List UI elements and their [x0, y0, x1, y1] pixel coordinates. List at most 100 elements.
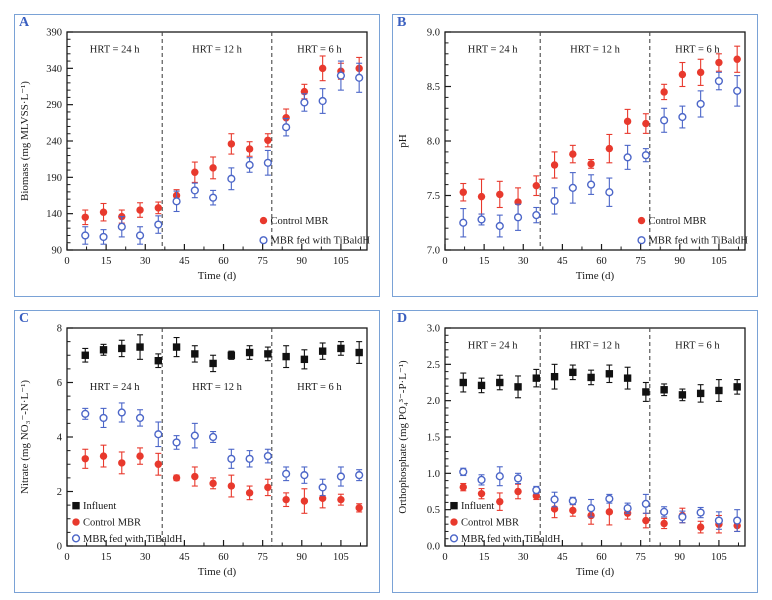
series-mbr-fed-with-tibaldh — [81, 402, 364, 497]
legend: Control MBR MBR fed with TiBaldH — [637, 216, 749, 247]
y-tick-label: 3.0 — [427, 324, 440, 335]
x-axis-title: Time (d) — [198, 566, 237, 578]
y-tick-label: 4 — [57, 433, 63, 444]
legend: Influent Control MBR MBR fed with TiBaldH — [449, 501, 561, 545]
x-tick-label: 15 — [479, 552, 490, 563]
panel-nitrate: C 0 15 30 45 60 75 90 105 0 2 4 6 8 HRT = 24 h HRT = 1… — [14, 310, 380, 593]
hrt-region-label: HRT = 24 h — [468, 44, 518, 55]
x-tick-label: 45 — [179, 256, 190, 267]
panel-ph: B 0 15 30 45 60 75 90 105 7.0 7.5 8.0 8.5 9.0 HRT = 2… — [392, 14, 758, 297]
y-tick-label: 240 — [46, 137, 62, 148]
x-tick-label: 45 — [179, 552, 190, 563]
x-axis-title: Time (d) — [198, 270, 237, 282]
y-tick-label: 2 — [57, 487, 62, 498]
y-tick-label: 1.5 — [427, 433, 440, 444]
x-tick-label: 90 — [675, 552, 686, 563]
x-tick-label: 60 — [596, 256, 607, 267]
ph-chart: 0 15 30 45 60 75 90 105 7.0 7.5 8.0 8.5 9.0 HRT = 24 … — [397, 28, 749, 283]
legend: Influent Control MBR MBR fed with TiBaldH — [71, 501, 183, 545]
series-influent — [459, 363, 741, 403]
y-tick-label: 0 — [57, 542, 62, 553]
hrt-region-label: HRT = 24 h — [468, 340, 518, 351]
x-tick-label: 30 — [140, 256, 151, 267]
x-tick-label: 105 — [333, 256, 349, 267]
y-axis-title: Nitrate (mg NO₃⁻-N·L⁻¹) — [19, 380, 31, 494]
panel-orthophosphate: D 0 15 30 45 60 75 90 105 0.0 0.5 1.0 1.5 2.0 2.5 3.0 H… — [392, 310, 758, 593]
y-tick-label: 390 — [46, 28, 62, 39]
x-tick-label: 0 — [64, 552, 69, 563]
series-mbr-fed-with-tibaldh — [459, 466, 742, 533]
legend-label: MBR fed with TiBaldH — [83, 534, 183, 545]
x-axis-title: Time (d) — [576, 566, 615, 578]
x-tick-label: 30 — [518, 552, 529, 563]
orthophosphate-chart: 0 15 30 45 60 75 90 105 0.0 0.5 1.0 1.5 2.0 2.5 3.0 HRT… — [397, 324, 746, 578]
hrt-region-label: HRT = 12 h — [570, 44, 620, 55]
series-control-mbr — [81, 444, 363, 514]
legend-label: MBR fed with TiBaldH — [271, 236, 371, 247]
y-tick-label: 0.0 — [427, 542, 440, 553]
legend-label: Control MBR — [271, 216, 329, 227]
y-tick-label: 140 — [46, 209, 62, 220]
x-axis-title: Time (d) — [576, 270, 615, 282]
panel-label-c: C — [19, 311, 30, 326]
hrt-region-label: HRT = 6 h — [675, 44, 720, 55]
y-axis-title: Orthophosphate (mg PO₄³⁻-P·L⁻¹) — [397, 360, 409, 514]
x-tick-label: 75 — [257, 256, 268, 267]
y-tick-label: 8.5 — [427, 82, 440, 93]
y-tick-label: 7.0 — [427, 246, 440, 257]
legend-label: MBR fed with TiBaldH — [461, 534, 561, 545]
hrt-region-label: HRT = 12 h — [192, 44, 242, 55]
x-tick-label: 105 — [711, 552, 727, 563]
x-tick-label: 45 — [557, 256, 568, 267]
nitrate-chart: 0 15 30 45 60 75 90 105 0 2 4 6 8 HRT = 24 h HRT = 12 … — [19, 324, 368, 578]
x-tick-label: 45 — [557, 552, 568, 563]
x-tick-label: 90 — [297, 552, 308, 563]
series-mbr-fed-with-tibaldh — [81, 60, 364, 245]
y-tick-label: 6 — [57, 378, 62, 389]
legend: Control MBR MBR fed with TiBaldH — [259, 216, 371, 247]
x-tick-label: 30 — [140, 552, 151, 563]
legend-label: MBR fed with TiBaldH — [649, 236, 749, 247]
x-tick-label: 15 — [101, 256, 112, 267]
legend-label: Influent — [461, 501, 494, 512]
y-tick-label: 2.5 — [427, 360, 440, 371]
x-tick-label: 105 — [711, 256, 727, 267]
legend-label: Control MBR — [83, 518, 141, 529]
x-tick-label: 75 — [257, 552, 268, 563]
y-tick-label: 8 — [57, 324, 62, 335]
x-tick-label: 90 — [675, 256, 686, 267]
x-tick-label: 75 — [635, 552, 646, 563]
y-tick-label: 0.5 — [427, 505, 440, 516]
y-tick-label: 290 — [46, 100, 62, 111]
y-tick-label: 90 — [52, 246, 63, 257]
panel-label-d: D — [397, 311, 408, 326]
x-tick-label: 60 — [218, 552, 229, 563]
x-tick-label: 0 — [442, 552, 447, 563]
x-tick-label: 15 — [101, 552, 112, 563]
y-tick-label: 1.0 — [427, 469, 440, 480]
series-influent — [81, 334, 363, 373]
y-tick-label: 340 — [46, 64, 62, 75]
y-tick-label: 190 — [46, 173, 62, 184]
x-tick-label: 0 — [64, 256, 69, 267]
x-tick-label: 30 — [518, 256, 529, 267]
y-tick-label: 9.0 — [427, 28, 440, 39]
x-tick-label: 105 — [333, 552, 349, 563]
y-tick-label: 8.0 — [427, 137, 440, 148]
hrt-region-label: HRT = 6 h — [297, 382, 342, 393]
y-axis-title: pH — [397, 134, 409, 148]
x-tick-label: 75 — [635, 256, 646, 267]
y-tick-label: 2.0 — [427, 396, 440, 407]
hrt-region-label: HRT = 6 h — [297, 44, 342, 55]
y-tick-label: 7.5 — [427, 191, 440, 202]
panel-label-a: A — [19, 15, 30, 30]
x-tick-label: 90 — [297, 256, 308, 267]
panel-label-b: B — [397, 15, 407, 30]
hrt-region-label: HRT = 24 h — [90, 382, 140, 393]
panel-biomass: A 0 15 30 45 60 75 90 105 90 140 190 240 290 340 390 HR… — [14, 14, 380, 297]
y-axis-title: Biomass (mg MLVSS·L⁻¹) — [19, 81, 31, 201]
legend-label: Influent — [83, 501, 116, 512]
x-tick-label: 15 — [479, 256, 490, 267]
hrt-region-label: HRT = 12 h — [570, 340, 620, 351]
